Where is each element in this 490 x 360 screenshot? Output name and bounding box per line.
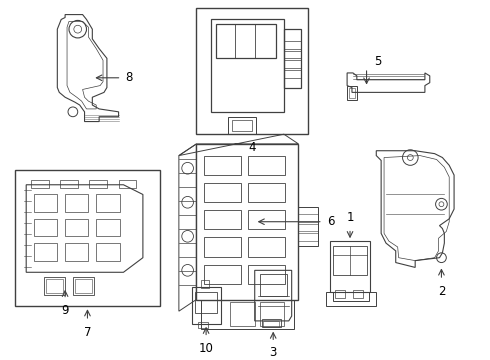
Bar	[248, 210, 285, 229]
Bar	[34, 243, 57, 261]
Bar	[284, 29, 301, 87]
Bar	[119, 180, 136, 188]
Bar	[96, 194, 120, 212]
Bar	[201, 300, 294, 329]
Bar	[264, 321, 279, 327]
Bar	[336, 290, 345, 298]
Text: 4: 4	[248, 141, 256, 154]
Bar	[196, 144, 298, 300]
Bar	[211, 19, 284, 112]
Bar	[248, 265, 285, 284]
Bar	[262, 319, 281, 327]
Bar	[96, 243, 120, 261]
Bar	[284, 50, 301, 58]
Bar	[96, 219, 120, 236]
Bar	[65, 243, 88, 261]
Bar	[228, 117, 256, 134]
Bar	[65, 219, 88, 236]
Text: 10: 10	[198, 342, 214, 355]
Bar	[204, 265, 241, 284]
Bar	[196, 292, 217, 313]
Text: 2: 2	[438, 285, 445, 298]
Bar	[204, 156, 241, 175]
Bar	[284, 70, 301, 78]
Bar	[44, 277, 65, 294]
Text: 1: 1	[346, 211, 354, 224]
Bar	[34, 219, 57, 236]
Bar	[34, 194, 57, 212]
Bar	[216, 24, 276, 58]
Bar	[60, 180, 78, 188]
Bar	[89, 180, 107, 188]
Bar	[298, 214, 318, 222]
Text: 8: 8	[125, 71, 133, 84]
Bar	[284, 60, 301, 68]
Text: 3: 3	[270, 346, 277, 359]
Bar	[204, 237, 241, 257]
Bar	[353, 290, 363, 298]
Text: 9: 9	[61, 304, 69, 318]
Bar	[201, 280, 209, 288]
Text: 6: 6	[327, 215, 334, 228]
Bar	[334, 246, 367, 275]
Bar	[46, 279, 63, 293]
Bar	[347, 86, 357, 100]
Bar	[198, 322, 208, 328]
Bar	[284, 41, 301, 49]
Bar	[298, 224, 318, 231]
Bar	[349, 87, 355, 98]
Bar	[204, 183, 241, 202]
Bar	[248, 156, 285, 175]
Bar	[65, 194, 88, 212]
Bar	[31, 180, 49, 188]
Text: 5: 5	[374, 55, 382, 68]
Bar	[232, 120, 252, 131]
Bar	[196, 8, 308, 134]
Bar	[75, 279, 92, 293]
Bar	[15, 170, 160, 306]
Bar	[230, 302, 255, 326]
Bar	[248, 237, 285, 257]
Bar	[248, 183, 285, 202]
Bar	[73, 277, 94, 294]
Bar	[330, 241, 370, 292]
Text: 7: 7	[84, 326, 91, 339]
Bar	[204, 210, 241, 229]
Bar	[298, 233, 318, 241]
Bar	[260, 302, 284, 326]
Bar	[192, 287, 220, 324]
Bar	[298, 207, 318, 246]
Bar	[260, 274, 287, 296]
